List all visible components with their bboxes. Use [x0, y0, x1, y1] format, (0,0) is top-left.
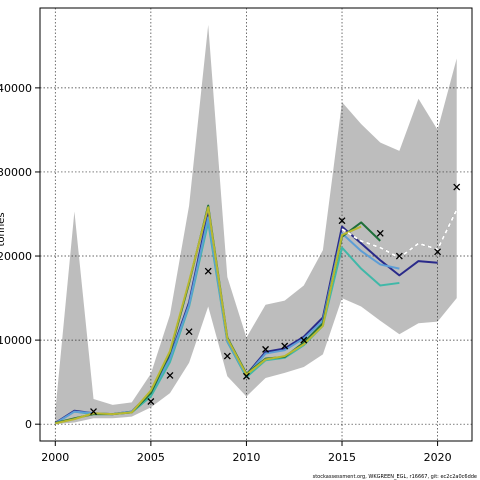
observation-point — [338, 217, 346, 225]
y-axis: 0 10000 20000 30000 40000 — [0, 82, 40, 431]
y-tick-label: 10000 — [0, 334, 32, 347]
x-tick-label: 2005 — [137, 451, 165, 464]
observation-point — [281, 342, 289, 350]
observation-point — [166, 371, 174, 379]
y-tick-label: 0 — [25, 418, 32, 431]
y-tick-label: 20000 — [0, 250, 32, 263]
plot-frame — [39, 7, 473, 442]
observation-point — [204, 267, 212, 275]
observation-point — [434, 248, 442, 256]
x-tick-label: 2015 — [328, 451, 356, 464]
observation-point — [300, 336, 308, 344]
series-lines — [54, 204, 458, 425]
x-tick-label: 2000 — [41, 451, 69, 464]
plot-area — [39, 7, 473, 442]
observation-point — [185, 328, 193, 336]
observation-point — [147, 398, 155, 405]
y-axis-title: tonnes — [0, 212, 7, 246]
observation-point — [242, 372, 250, 380]
footer-note: stockassessment.org, WKGREEN_EGL, r16667… — [313, 474, 477, 480]
confidence-band — [55, 24, 457, 425]
observation-point — [395, 252, 403, 260]
observation-point — [453, 183, 461, 191]
x-tick-label: 2020 — [424, 451, 452, 464]
x-axis: 2000 2005 2010 2015 2020 — [41, 441, 452, 464]
series-line-5 — [55, 206, 362, 425]
observation-point — [90, 408, 97, 416]
y-tick-label: 40000 — [0, 82, 32, 95]
series-line-7 — [341, 209, 458, 259]
observation-point — [376, 229, 384, 237]
y-tick-label: 30000 — [0, 166, 32, 179]
observation-point — [223, 352, 231, 360]
observation-markers — [90, 183, 461, 416]
gridlines — [40, 8, 472, 441]
x-tick-label: 2010 — [232, 451, 260, 464]
observation-point — [262, 345, 270, 353]
confidence-band-area — [55, 24, 457, 425]
